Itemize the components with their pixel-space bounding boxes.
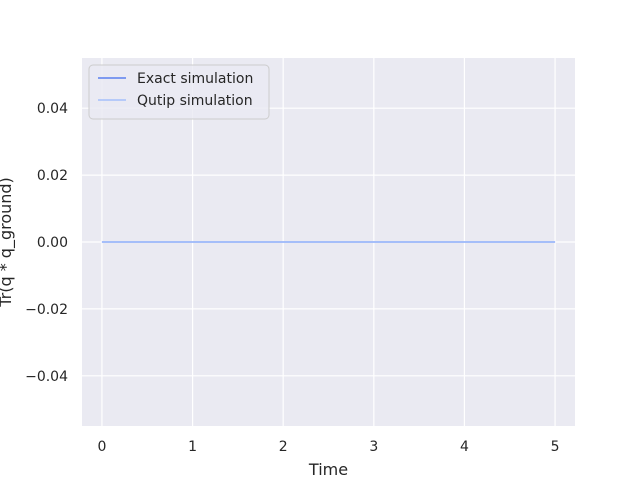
legend-label: Qutip simulation: [137, 93, 253, 109]
y-tick-label: −0.02: [25, 302, 68, 318]
x-tick-label: 3: [369, 439, 378, 455]
x-tick-label: 2: [279, 439, 288, 455]
x-tick-label: 1: [188, 439, 197, 455]
legend-label: Exact simulation: [137, 71, 253, 87]
legend-box: [88, 64, 270, 120]
y-tick-label: 0.04: [37, 101, 68, 117]
y-tick-label: −0.04: [25, 369, 68, 385]
x-axis-label: Time: [308, 460, 348, 479]
x-tick-label: 5: [551, 439, 560, 455]
legend: Exact simulation Qutip simulation: [88, 64, 270, 120]
y-tick-label: 0.02: [37, 168, 68, 184]
x-tick-label: 0: [97, 439, 106, 455]
tick-labels: 0 1 2 3 4 5 −0.04 −0.02 0.00 0.02 0.04: [25, 101, 559, 455]
y-tick-label: 0.00: [37, 235, 68, 251]
x-tick-label: 4: [460, 439, 469, 455]
y-axis-label: Tr(q * q_ground): [0, 177, 16, 308]
